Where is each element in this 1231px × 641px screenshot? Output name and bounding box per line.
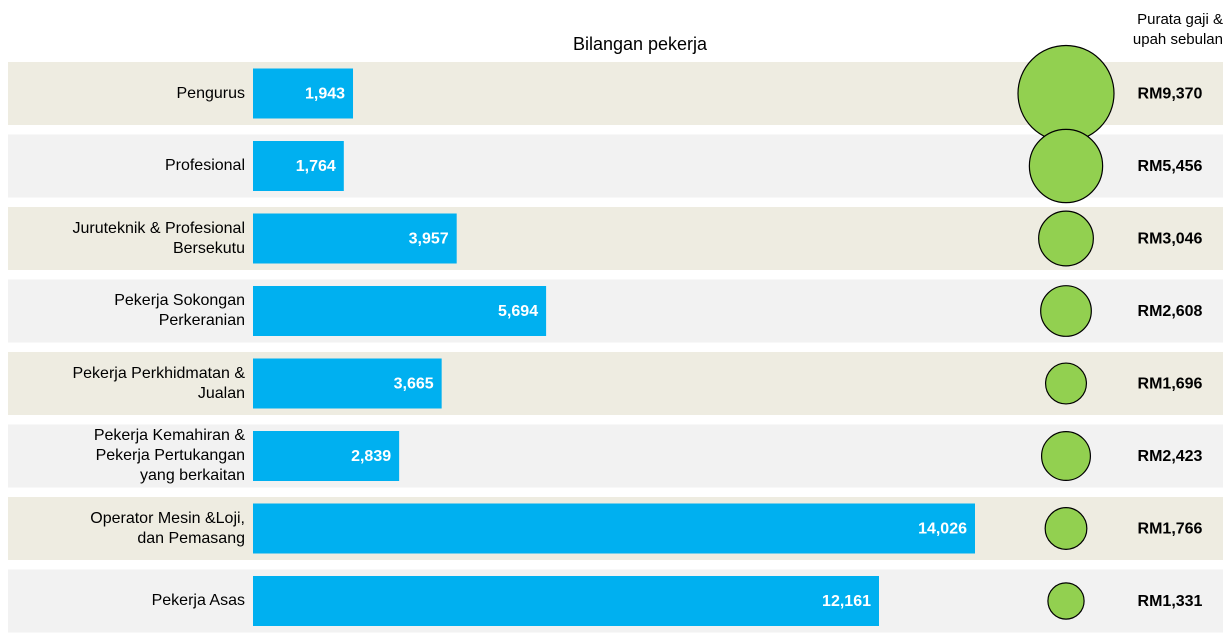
category-label: Operator Mesin &Loji, dan Pemasang [5,509,245,549]
bar-value-label: 12,161 [822,593,871,610]
category-label: Juruteknik & Profesional Bersekutu [5,219,245,259]
bubble [1041,286,1092,337]
bubble [1018,46,1114,142]
category-label: Pekerja Asas [5,591,245,611]
category-label: Pekerja Perkhidmatan & Jualan [5,364,245,404]
bar-value-label: 3,957 [409,231,449,248]
bubble-value-label: RM9,370 [1138,86,1203,103]
bar [253,576,879,626]
bubble-value-label: RM3,046 [1138,231,1203,248]
bar-value-label: 5,694 [498,303,538,320]
bubble-value-label: RM2,608 [1138,303,1203,320]
bubble-value-label: RM1,331 [1138,593,1203,610]
bubble [1039,211,1094,266]
bubble-header: Purata gaji & upah sebulan [1133,10,1223,50]
bar-value-label: 1,764 [296,158,336,175]
bubble [1042,432,1091,481]
bubble-value-label: RM2,423 [1138,448,1203,465]
category-label: Pekerja Sokongan Perkeranian [5,291,245,331]
bubble [1045,508,1087,550]
bar-value-label: 14,026 [918,521,967,538]
bar [253,504,975,554]
chart: 1,943 1,764 3,957 5,694 3,665 2,839 14,026 12,1… [0,0,1231,641]
bar-value-label: 3,665 [394,376,434,393]
bubble-value-label: RM5,456 [1138,158,1203,175]
category-label: Profesional [5,156,245,176]
bubble [1029,129,1102,202]
bar-value-label: 2,839 [351,448,391,465]
bubble [1046,363,1087,404]
bubble [1048,583,1084,619]
category-label: Pekerja Kemahiran & Pekerja Pertukangan … [5,426,245,486]
bubble-value-label: RM1,766 [1138,521,1203,538]
category-label: Pengurus [5,84,245,104]
bar-header: Bilangan pekerja [440,34,840,54]
bubble-value-label: RM1,696 [1138,376,1203,393]
bar-value-label: 1,943 [305,86,345,103]
